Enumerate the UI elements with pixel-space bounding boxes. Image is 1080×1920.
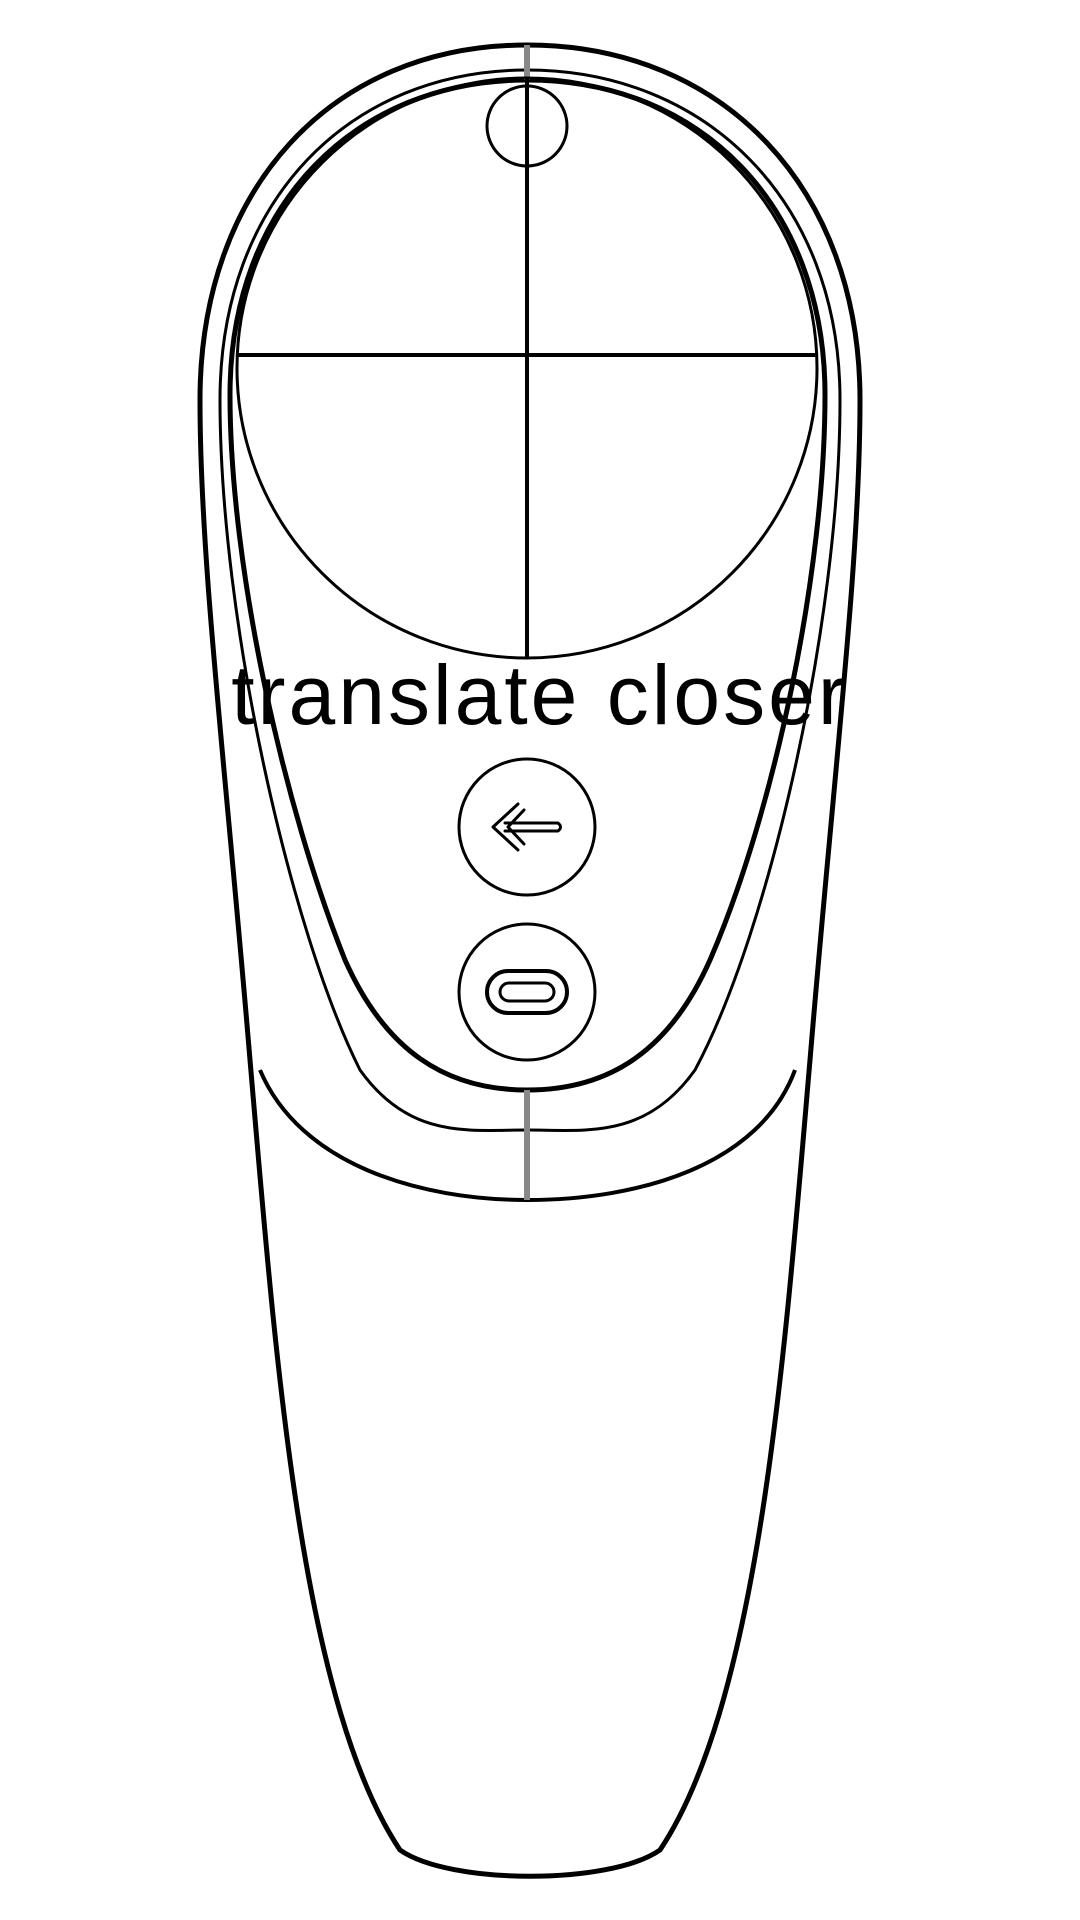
oculus-home-icon (485, 969, 569, 1015)
home-button[interactable] (457, 922, 597, 1062)
back-button[interactable] (457, 757, 597, 897)
touch-point-indicator (485, 84, 569, 168)
touchpad[interactable] (235, 76, 819, 660)
arrow-left-icon (491, 802, 562, 852)
